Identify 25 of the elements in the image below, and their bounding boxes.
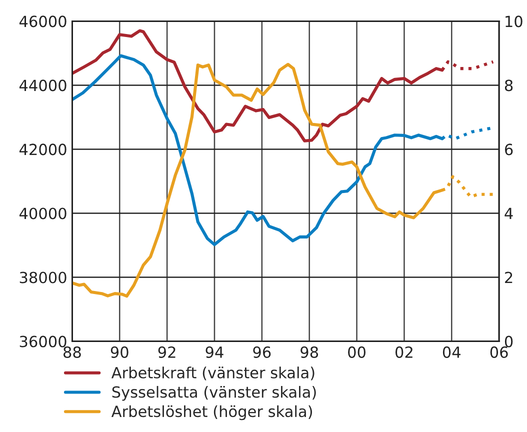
y2-tick-label: 0	[504, 336, 513, 348]
x-tick-label: 98	[300, 346, 318, 358]
legend-label: Sysselsatta (vänster skala)	[112, 386, 316, 401]
x-tick-label: 94	[206, 346, 224, 358]
y-tick-label: 40000	[19, 208, 66, 220]
x-tick-label: 06	[490, 346, 508, 358]
y2-tick-label: 10	[506, 16, 522, 28]
x-tick-label: 00	[348, 346, 366, 358]
y-tick-label: 42000	[19, 144, 66, 156]
x-tick-label: 88	[64, 346, 81, 358]
y2-tick-label: 6	[504, 144, 513, 156]
legend-label: Arbetslöshet (höger skala)	[111, 405, 312, 420]
x-tick-label: 90	[110, 346, 128, 358]
y2-tick-label: 4	[504, 208, 513, 220]
x-tick-label: 92	[158, 346, 176, 358]
y-tick-label: 36000	[20, 336, 66, 348]
y-tick-label: 44000	[19, 80, 66, 92]
x-tick-label: 04	[442, 346, 460, 358]
y2-tick-label: 2	[505, 272, 512, 284]
y-tick-label: 38000	[20, 272, 66, 284]
y-tick-label: 46000	[19, 16, 66, 28]
legend-label: Arbetskraft (vänster skala)	[111, 366, 314, 380]
x-tick-label: 96	[253, 346, 271, 358]
y2-tick-label: 8	[504, 80, 513, 92]
x-tick-label: 02	[395, 346, 412, 358]
